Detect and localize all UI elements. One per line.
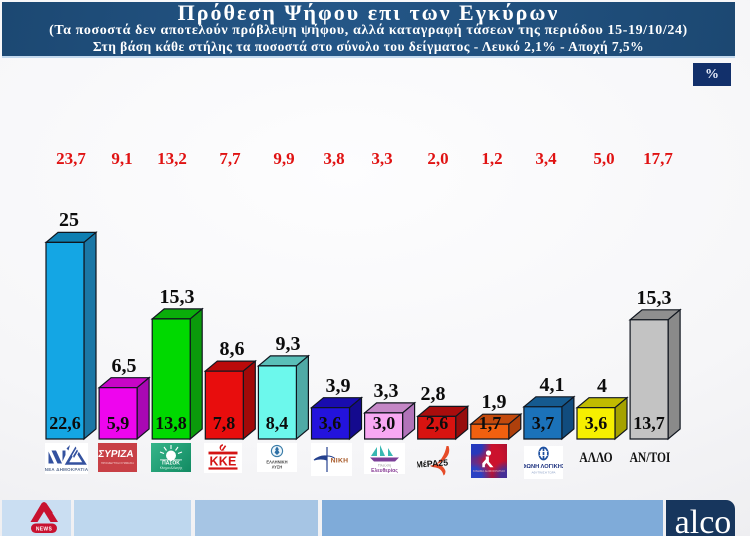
svg-text:ΚΙΝΗΜΑ ΔΗΜΟΚΡΑΤΙΑΣ: ΚΙΝΗΜΑ ΔΗΜΟΚΡΑΤΙΑΣ [473, 469, 505, 473]
svg-text:ΝΕΑ ΔΗΜΟΚΡΑΤΙΑ: ΝΕΑ ΔΗΜΟΚΡΑΤΙΑ [45, 467, 88, 472]
svg-text:ΠΑΣΟΚ: ΠΑΣΟΚ [162, 461, 180, 467]
svg-text:ΜέΡΑ25: ΜέΡΑ25 [417, 457, 449, 469]
svg-text:ΑΦΥΠΝΙΣΗ ΤΩΡΑ: ΑΦΥΠΝΙΣΗ ΤΩΡΑ [532, 471, 556, 475]
svg-text:ΦΩΝΗ ΛΟΓΙΚΗΣ: ΦΩΝΗ ΛΟΓΙΚΗΣ [524, 464, 563, 470]
svg-text:Κίνημα Αλλαγής: Κίνημα Αλλαγής [160, 466, 183, 470]
svg-text:Πλεύση: Πλεύση [378, 463, 392, 468]
svg-text:Ελευθερίας: Ελευθερίας [371, 468, 398, 474]
svg-text:ΣΥΡΙΖΑ: ΣΥΡΙΖΑ [98, 449, 134, 460]
svg-text:NEWS: NEWS [36, 527, 53, 533]
svg-text:ΛΥΣΗ: ΛΥΣΗ [272, 465, 283, 470]
svg-text:ΕΛΛΗΝΙΚΗ: ΕΛΛΗΝΙΚΗ [266, 460, 287, 465]
svg-text:ΠΡΟΟΔΕΥΤΙΚΗ ΣΥΜΜΑΧΙΑ: ΠΡΟΟΔΕΥΤΙΚΗ ΣΥΜΜΑΧΙΑ [101, 461, 134, 465]
svg-text:ΝΙΚΗ: ΝΙΚΗ [331, 458, 349, 465]
svg-text:KKE: KKE [210, 455, 237, 469]
